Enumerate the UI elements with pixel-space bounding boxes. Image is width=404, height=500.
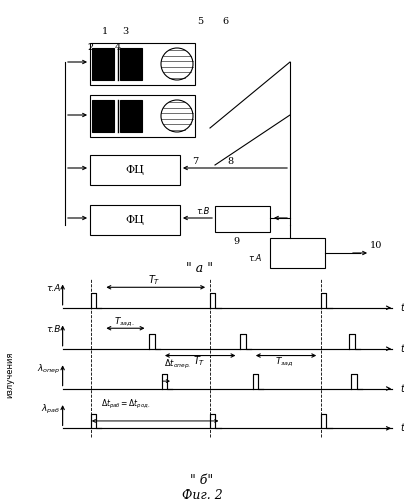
Text: $\Delta t_{раб} = \Delta t_{род.}$: $\Delta t_{раб} = \Delta t_{род.}$ (101, 398, 150, 411)
Text: τ.А: τ.А (248, 254, 262, 263)
Bar (92, 100, 114, 132)
Text: t: t (400, 424, 404, 434)
Bar (270, 238, 325, 268)
Text: $\lambda_{опер}$: $\lambda_{опер}$ (37, 362, 61, 376)
Text: 3: 3 (122, 28, 128, 36)
Text: $T_T$: $T_T$ (148, 274, 161, 287)
Text: 1: 1 (102, 28, 108, 36)
Text: $T_{зад.}$: $T_{зад.}$ (114, 315, 135, 328)
Bar (90, 205, 180, 235)
Text: $T_T$: $T_T$ (193, 354, 205, 368)
Text: τ.В: τ.В (46, 325, 61, 334)
Text: 9: 9 (233, 238, 239, 246)
Bar (90, 95, 195, 137)
Text: " б": " б" (190, 474, 214, 487)
Text: " a ": " a " (187, 262, 213, 275)
Text: Фиг. 2: Фиг. 2 (182, 489, 222, 500)
Bar (120, 100, 142, 132)
Text: 6: 6 (222, 18, 228, 26)
Bar (120, 48, 142, 80)
Text: t: t (400, 303, 404, 313)
Text: τ.В: τ.В (196, 208, 209, 216)
Text: 7: 7 (192, 158, 198, 166)
Bar (90, 43, 195, 85)
Text: ΦЦ: ΦЦ (126, 165, 145, 175)
Text: ΦЦ: ΦЦ (126, 215, 145, 225)
Bar (90, 155, 180, 185)
Text: 4: 4 (115, 42, 121, 51)
Text: 2: 2 (87, 42, 93, 51)
Text: t: t (400, 384, 404, 394)
Bar (92, 48, 114, 80)
Text: 5: 5 (197, 18, 203, 26)
Text: t: t (400, 344, 404, 353)
Bar (215, 206, 270, 232)
Text: $\Delta t_{опер.}$: $\Delta t_{опер.}$ (164, 358, 191, 371)
Text: 10: 10 (370, 241, 382, 250)
Text: 8: 8 (227, 158, 233, 166)
Text: τ.А: τ.А (46, 284, 61, 293)
Text: излучения: излучения (6, 352, 15, 398)
Text: $T_{зад}$: $T_{зад}$ (276, 355, 294, 368)
Text: $\lambda_{раб}$: $\lambda_{раб}$ (41, 402, 61, 415)
